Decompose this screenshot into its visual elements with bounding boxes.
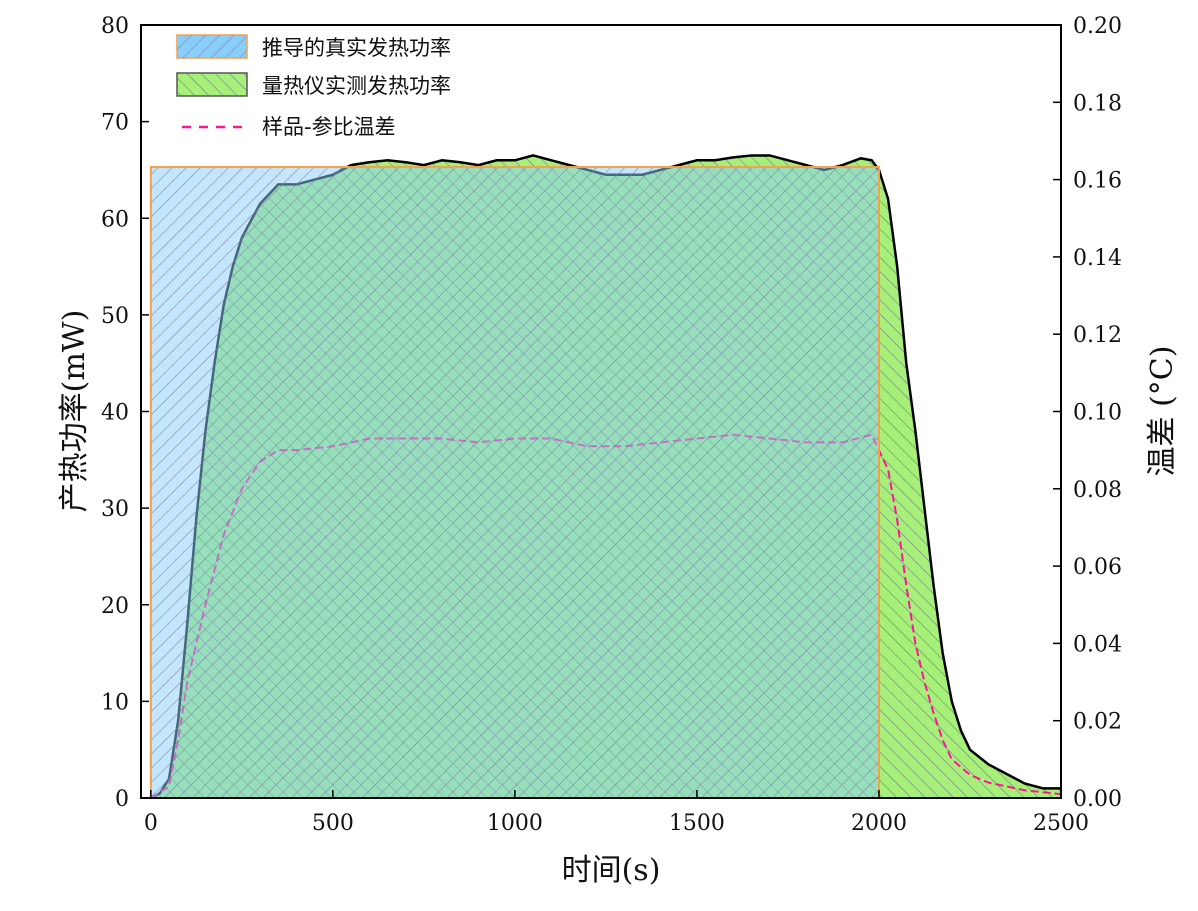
y-tick-label: 50	[101, 304, 129, 329]
x-tick-label: 1500	[669, 811, 725, 836]
y-tick-label: 60	[101, 207, 129, 232]
legend-swatch-derived-hatch	[177, 35, 247, 58]
y-right-tick-label: 0.00	[1073, 787, 1122, 812]
y-tick-label: 70	[101, 111, 129, 136]
y-tick-label: 30	[101, 497, 129, 522]
y-right-tick-label: 0.18	[1073, 91, 1122, 116]
legend: 推导的真实发热功率 量热仪实测发热功率 样品-参比温差	[176, 34, 451, 139]
y-right-tick-label: 0.14	[1073, 246, 1122, 271]
y-right-tick-label: 0.16	[1073, 169, 1122, 194]
y-tick-label: 0	[115, 787, 129, 812]
y-right-tick-label: 0.06	[1073, 555, 1122, 580]
x-axis-label: 时间(s)	[562, 853, 661, 888]
legend-label-temp: 样品-参比温差	[262, 115, 396, 139]
legend-label-measured: 量热仪实测发热功率	[262, 74, 451, 98]
y-right-tick-label: 0.04	[1073, 632, 1122, 657]
y-tick-label: 20	[101, 594, 129, 619]
y-tick-label: 80	[101, 14, 129, 39]
x-tick-label: 2000	[851, 811, 907, 836]
x-tick-label: 500	[312, 811, 354, 836]
y-right-tick-label: 0.10	[1073, 401, 1122, 426]
y-right-tick-label: 0.02	[1073, 710, 1122, 735]
y-axis-right-label: 温差 (°C)	[1145, 346, 1180, 477]
y-axis-label: 产热功率(mW)	[57, 310, 92, 513]
x-tick-label: 2500	[1033, 811, 1089, 836]
legend-swatch-measured-hatch	[177, 73, 247, 96]
x-tick-label: 1000	[487, 811, 543, 836]
y-tick-label: 10	[101, 690, 129, 715]
y-right-tick-label: 0.12	[1073, 323, 1122, 348]
y-right-tick-label: 0.20	[1073, 14, 1122, 39]
legend-label-derived: 推导的真实发热功率	[262, 36, 451, 60]
y-tick-label: 40	[101, 401, 129, 426]
derived-power-hatch	[149, 166, 880, 799]
x-tick-label: 0	[144, 811, 158, 836]
y-right-tick-label: 0.08	[1073, 478, 1122, 503]
